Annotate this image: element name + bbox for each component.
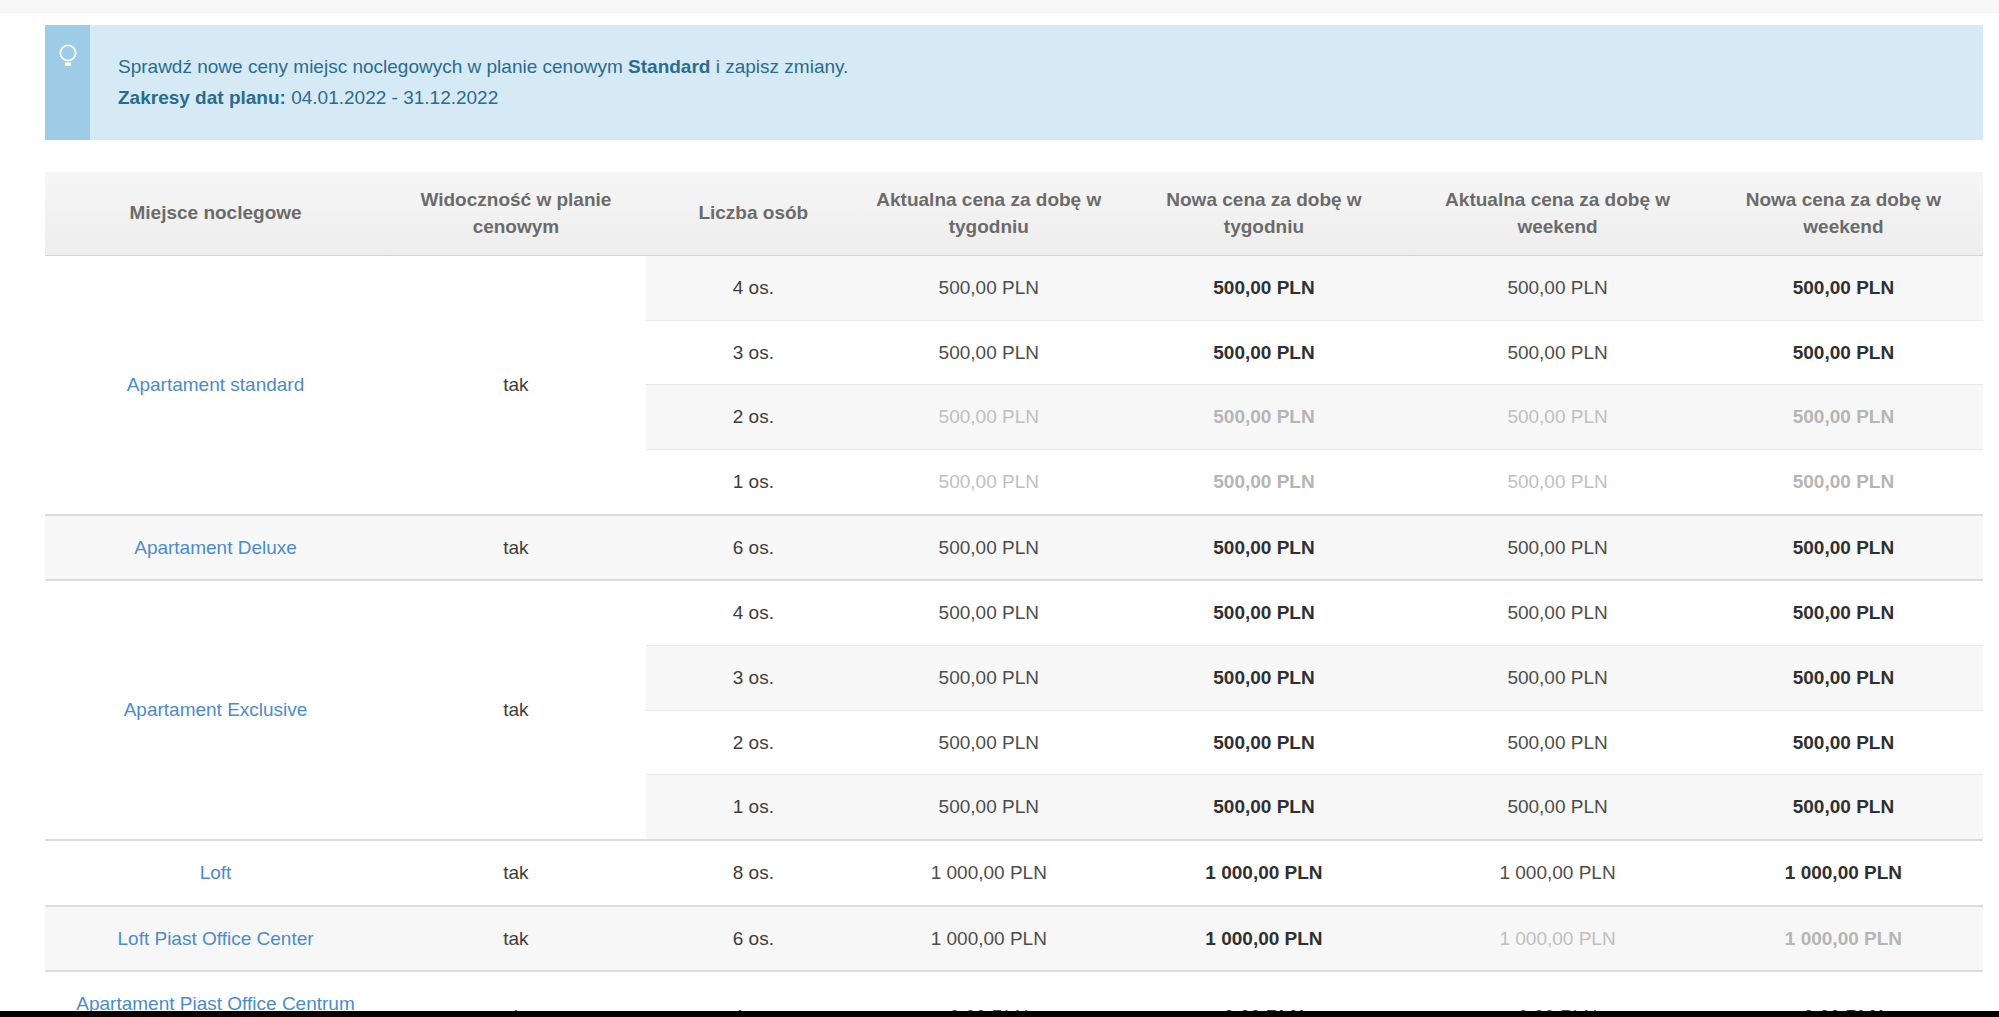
new-week-price: 500,00 PLN [1117, 775, 1412, 840]
current-week-price: 500,00 PLN [861, 580, 1117, 645]
accommodation-cell: Apartament Deluxe [45, 515, 386, 581]
current-week-price: 500,00 PLN [861, 646, 1117, 711]
plan-name: Standard [628, 56, 710, 77]
persons-cell: 3 os. [646, 646, 861, 711]
new-week-price: 500,00 PLN [1117, 646, 1412, 711]
accommodation-link[interactable]: Loft [200, 862, 232, 883]
persons-cell: 4 os. [646, 256, 861, 321]
current-weekend-price: 500,00 PLN [1411, 256, 1704, 321]
pricing-table-body: Apartament standardtak4 os.500,00 PLN500… [45, 256, 1983, 1017]
new-weekend-price: 1 000,00 PLN [1704, 906, 1983, 972]
accommodation-cell: Apartament Exclusive [45, 580, 386, 840]
persons-cell: 4 os. [646, 580, 861, 645]
new-weekend-price: 500,00 PLN [1704, 320, 1983, 385]
current-week-price: 500,00 PLN [861, 320, 1117, 385]
current-week-price: 500,00 PLN [861, 450, 1117, 515]
pricing-table-container: Miejsce noclegowe Widoczność w planie ce… [45, 172, 1983, 1017]
persons-cell: 8 os. [646, 840, 861, 906]
column-header-new-week: Nowa cena za dobę w tygodniu [1117, 172, 1412, 256]
column-header-new-weekend: Nowa cena za dobę w weekend [1704, 172, 1983, 256]
new-week-price: 1 000,00 PLN [1117, 906, 1412, 972]
date-range-value: 04.01.2022 - 31.12.2022 [286, 87, 498, 108]
accommodation-cell: Apartament standard [45, 256, 386, 515]
persons-cell: 6 os. [646, 906, 861, 972]
new-weekend-price: 500,00 PLN [1704, 256, 1983, 321]
current-week-price: 500,00 PLN [861, 775, 1117, 840]
bottom-bar [0, 1011, 1999, 1017]
new-weekend-price: 500,00 PLN [1704, 710, 1983, 775]
accommodation-link[interactable]: Apartament Exclusive [124, 699, 308, 720]
accommodation-link[interactable]: Apartament Deluxe [134, 537, 297, 558]
new-week-price: 500,00 PLN [1117, 515, 1412, 581]
current-weekend-price: 500,00 PLN [1411, 710, 1704, 775]
new-week-price: 500,00 PLN [1117, 385, 1412, 450]
new-week-price: 500,00 PLN [1117, 710, 1412, 775]
new-week-price: 500,00 PLN [1117, 580, 1412, 645]
new-weekend-price: 500,00 PLN [1704, 775, 1983, 840]
visibility-cell: tak [386, 840, 646, 906]
new-weekend-price: 500,00 PLN [1704, 450, 1983, 515]
column-header-persons: Liczba osób [646, 172, 861, 256]
persons-cell: 6 os. [646, 515, 861, 581]
accommodation-cell: Loft [45, 840, 386, 906]
accommodation-cell: Loft Piast Office Center [45, 906, 386, 972]
new-week-price: 500,00 PLN [1117, 256, 1412, 321]
visibility-cell: tak [386, 580, 646, 840]
lightbulb-icon [55, 42, 81, 77]
visibility-cell: tak [386, 906, 646, 972]
info-banner: Sprawdź nowe ceny miejsc noclegowych w p… [45, 25, 1983, 140]
new-weekend-price: 500,00 PLN [1704, 646, 1983, 711]
new-week-price: 500,00 PLN [1117, 450, 1412, 515]
current-weekend-price: 500,00 PLN [1411, 515, 1704, 581]
current-week-price: 1 000,00 PLN [861, 840, 1117, 906]
new-week-price: 1 000,00 PLN [1117, 840, 1412, 906]
current-week-price: 500,00 PLN [861, 385, 1117, 450]
column-header-accommodation: Miejsce noclegowe [45, 172, 386, 256]
persons-cell: 3 os. [646, 320, 861, 385]
column-header-visibility: Widoczność w planie cenowym [386, 172, 646, 256]
banner-line-1: Sprawdź nowe ceny miejsc noclegowych w p… [118, 51, 848, 82]
top-strip [0, 0, 1999, 13]
table-row: Apartament Exclusivetak4 os.500,00 PLN50… [45, 580, 1983, 645]
column-header-current-week: Aktualna cena za dobę w tygodniu [861, 172, 1117, 256]
table-row: Loft Piast Office Centertak6 os.1 000,00… [45, 906, 1983, 972]
current-weekend-price: 500,00 PLN [1411, 385, 1704, 450]
current-weekend-price: 1 000,00 PLN [1411, 840, 1704, 906]
current-week-price: 500,00 PLN [861, 256, 1117, 321]
new-week-price: 500,00 PLN [1117, 320, 1412, 385]
persons-cell: 1 os. [646, 775, 861, 840]
visibility-cell: tak [386, 515, 646, 581]
current-weekend-price: 500,00 PLN [1411, 320, 1704, 385]
pricing-table: Miejsce noclegowe Widoczność w planie ce… [45, 172, 1983, 1017]
new-weekend-price: 500,00 PLN [1704, 580, 1983, 645]
info-banner-accent [45, 25, 90, 140]
current-weekend-price: 1 000,00 PLN [1411, 906, 1704, 972]
persons-cell: 1 os. [646, 450, 861, 515]
accommodation-link[interactable]: Apartament standard [127, 374, 304, 395]
table-row: Apartament standardtak4 os.500,00 PLN500… [45, 256, 1983, 321]
date-range-label: Zakresy dat planu: [118, 87, 286, 108]
current-week-price: 500,00 PLN [861, 515, 1117, 581]
current-week-price: 500,00 PLN [861, 710, 1117, 775]
current-weekend-price: 500,00 PLN [1411, 646, 1704, 711]
info-banner-text: Sprawdź nowe ceny miejsc noclegowych w p… [90, 25, 878, 140]
table-row: Lofttak8 os.1 000,00 PLN1 000,00 PLN1 00… [45, 840, 1983, 906]
current-weekend-price: 500,00 PLN [1411, 775, 1704, 840]
new-weekend-price: 500,00 PLN [1704, 515, 1983, 581]
table-header-row: Miejsce noclegowe Widoczność w planie ce… [45, 172, 1983, 256]
accommodation-link[interactable]: Loft Piast Office Center [118, 928, 314, 949]
new-weekend-price: 1 000,00 PLN [1704, 840, 1983, 906]
persons-cell: 2 os. [646, 710, 861, 775]
new-weekend-price: 500,00 PLN [1704, 385, 1983, 450]
current-weekend-price: 500,00 PLN [1411, 580, 1704, 645]
table-row: Apartament Deluxetak6 os.500,00 PLN500,0… [45, 515, 1983, 581]
column-header-current-weekend: Aktualna cena za dobę w weekend [1411, 172, 1704, 256]
current-weekend-price: 500,00 PLN [1411, 450, 1704, 515]
persons-cell: 2 os. [646, 385, 861, 450]
banner-line-2: Zakresy dat planu: 04.01.2022 - 31.12.20… [118, 82, 848, 113]
current-week-price: 1 000,00 PLN [861, 906, 1117, 972]
visibility-cell: tak [386, 256, 646, 515]
